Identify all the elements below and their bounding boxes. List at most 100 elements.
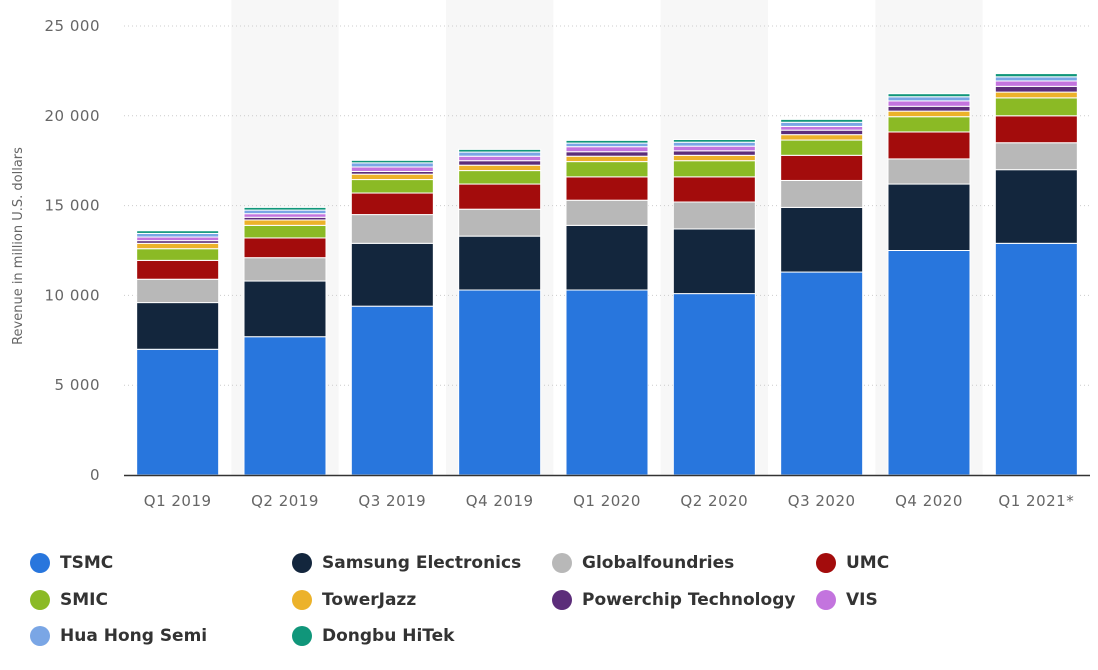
legend-item[interactable]: Samsung Electronics	[292, 550, 521, 576]
bar-stack[interactable]	[136, 230, 220, 476]
bar-segment-tsmc[interactable]	[136, 348, 220, 476]
legend-item[interactable]: Dongbu HiTek	[292, 623, 454, 649]
bar-segment-tsmc[interactable]	[780, 271, 864, 476]
bar-segment-vis[interactable]	[350, 166, 434, 172]
bar-segment-dongbu-hitek[interactable]	[565, 139, 649, 144]
bar-segment-dongbu-hitek[interactable]	[672, 139, 756, 143]
bar-segment-towerjazz[interactable]	[565, 155, 649, 163]
bar-segment-globalfoundries[interactable]	[136, 278, 220, 304]
bar-segment-smic[interactable]	[994, 97, 1078, 117]
bar-segment-dongbu-hitek[interactable]	[136, 230, 220, 234]
bar-segment-vis[interactable]	[565, 146, 649, 153]
bar-segment-umc[interactable]	[887, 131, 971, 160]
bar-segment-smic[interactable]	[243, 224, 327, 239]
bar-segment-smic[interactable]	[780, 139, 864, 156]
bar-segment-powerchip-technology[interactable]	[565, 151, 649, 157]
bar-segment-samsung-electronics[interactable]	[672, 228, 756, 295]
bar-segment-globalfoundries[interactable]	[350, 214, 434, 244]
bar-segment-samsung-electronics[interactable]	[458, 235, 542, 291]
bar-segment-globalfoundries[interactable]	[780, 179, 864, 208]
bar-segment-vis[interactable]	[136, 236, 220, 242]
bar-segment-vis[interactable]	[458, 155, 542, 162]
legend-item[interactable]: UMC	[816, 550, 889, 576]
bar-segment-samsung-electronics[interactable]	[243, 280, 327, 338]
bar-segment-samsung-electronics[interactable]	[350, 242, 434, 307]
legend-item[interactable]: Globalfoundries	[552, 550, 734, 576]
bar-segment-towerjazz[interactable]	[994, 91, 1078, 99]
bar-segment-dongbu-hitek[interactable]	[458, 148, 542, 153]
bar-segment-umc[interactable]	[780, 154, 864, 181]
legend-item[interactable]: VIS	[816, 587, 878, 613]
bar-segment-towerjazz[interactable]	[243, 219, 327, 226]
bar-segment-vis[interactable]	[672, 145, 756, 152]
bar-segment-globalfoundries[interactable]	[887, 158, 971, 185]
bar-segment-umc[interactable]	[565, 176, 649, 201]
legend-item[interactable]: SMIC	[30, 587, 108, 613]
bar-segment-globalfoundries[interactable]	[672, 201, 756, 230]
bar-segment-globalfoundries[interactable]	[243, 257, 327, 282]
bar-segment-hua-hong-semi[interactable]	[780, 121, 864, 127]
bar-segment-powerchip-technology[interactable]	[780, 129, 864, 136]
bar-stack[interactable]	[887, 93, 971, 476]
legend-item[interactable]: TSMC	[30, 550, 113, 576]
bar-segment-tsmc[interactable]	[458, 289, 542, 476]
bar-segment-powerchip-technology[interactable]	[994, 85, 1078, 93]
bar-segment-powerchip-technology[interactable]	[672, 150, 756, 156]
bar-segment-dongbu-hitek[interactable]	[243, 206, 327, 211]
bar-segment-samsung-electronics[interactable]	[994, 169, 1078, 244]
bar-segment-smic[interactable]	[672, 160, 756, 178]
bar-segment-umc[interactable]	[350, 192, 434, 216]
bar-segment-dongbu-hitek[interactable]	[994, 73, 1078, 78]
bar-stack[interactable]	[672, 139, 756, 476]
bar-segment-smic[interactable]	[136, 248, 220, 261]
bar-segment-vis[interactable]	[887, 100, 971, 107]
bar-segment-tsmc[interactable]	[672, 293, 756, 476]
bar-segment-smic[interactable]	[458, 170, 542, 185]
bar-segment-hua-hong-semi[interactable]	[887, 96, 971, 102]
bar-segment-hua-hong-semi[interactable]	[136, 232, 220, 238]
bar-segment-tsmc[interactable]	[243, 336, 327, 476]
bar-stack[interactable]	[243, 206, 327, 476]
bar-segment-smic[interactable]	[887, 116, 971, 133]
bar-segment-dongbu-hitek[interactable]	[887, 93, 971, 98]
bar-segment-hua-hong-semi[interactable]	[458, 151, 542, 157]
bar-segment-towerjazz[interactable]	[887, 110, 971, 118]
bar-segment-hua-hong-semi[interactable]	[565, 142, 649, 148]
bar-segment-dongbu-hitek[interactable]	[350, 159, 434, 164]
bar-segment-tsmc[interactable]	[350, 305, 434, 476]
bar-segment-samsung-electronics[interactable]	[565, 224, 649, 291]
bar-segment-hua-hong-semi[interactable]	[994, 76, 1078, 82]
bar-segment-globalfoundries[interactable]	[458, 208, 542, 237]
bar-segment-towerjazz[interactable]	[458, 164, 542, 172]
bar-segment-smic[interactable]	[350, 179, 434, 194]
bar-segment-umc[interactable]	[672, 176, 756, 203]
bar-segment-powerchip-technology[interactable]	[458, 160, 542, 166]
bar-segment-tsmc[interactable]	[994, 242, 1078, 476]
bar-segment-umc[interactable]	[994, 115, 1078, 144]
bar-segment-dongbu-hitek[interactable]	[780, 118, 864, 123]
bar-segment-vis[interactable]	[243, 213, 327, 218]
bar-segment-powerchip-technology[interactable]	[887, 105, 971, 112]
bar-stack[interactable]	[458, 148, 542, 476]
bar-segment-globalfoundries[interactable]	[565, 199, 649, 226]
bar-segment-samsung-electronics[interactable]	[887, 183, 971, 252]
bar-stack[interactable]	[994, 73, 1078, 476]
bar-segment-tsmc[interactable]	[565, 289, 649, 476]
bar-segment-towerjazz[interactable]	[136, 242, 220, 250]
bar-segment-umc[interactable]	[243, 237, 327, 259]
legend-item[interactable]: Hua Hong Semi	[30, 623, 207, 649]
bar-segment-vis[interactable]	[780, 125, 864, 131]
legend-item[interactable]: Powerchip Technology	[552, 587, 795, 613]
bar-segment-towerjazz[interactable]	[350, 173, 434, 181]
bar-segment-samsung-electronics[interactable]	[136, 302, 220, 350]
bar-segment-vis[interactable]	[994, 80, 1078, 87]
bar-segment-hua-hong-semi[interactable]	[672, 141, 756, 147]
legend-item[interactable]: TowerJazz	[292, 587, 416, 613]
bar-segment-towerjazz[interactable]	[780, 134, 864, 141]
bar-stack[interactable]	[780, 118, 864, 476]
bar-segment-smic[interactable]	[565, 161, 649, 178]
bar-segment-tsmc[interactable]	[887, 250, 971, 476]
bar-stack[interactable]	[350, 159, 434, 476]
bar-stack[interactable]	[565, 139, 649, 476]
bar-segment-hua-hong-semi[interactable]	[243, 209, 327, 215]
